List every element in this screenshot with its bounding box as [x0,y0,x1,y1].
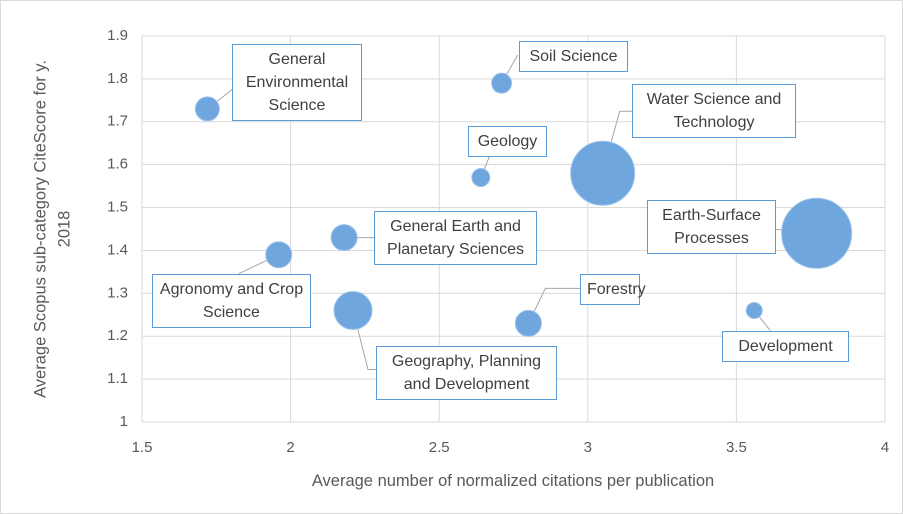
x-tick-label: 2.5 [429,439,450,456]
data-label: General Environmental Science [232,44,362,121]
data-label: Development [722,331,849,362]
data-label: Geography, Planning and Development [376,346,557,400]
x-tick-label: 3 [584,439,592,456]
bubble [491,72,513,94]
bubble [194,96,220,122]
data-label: Water Science and Technology [632,84,796,138]
bubble [265,241,293,269]
bubble [781,197,853,269]
bubble [330,224,358,252]
y-tick-label: 1.3 [107,284,128,301]
y-tick-label: 1.7 [107,113,128,130]
data-label: Soil Science [519,41,628,72]
leader-line [352,310,378,370]
x-tick-label: 4 [881,439,889,456]
data-label: Agronomy and Crop Science [152,274,311,328]
y-tick-label: 1.5 [107,199,128,216]
y-tick-label: 1 [120,413,128,430]
y-tick-label: 1.6 [107,156,128,173]
bubble [514,309,542,337]
y-axis-label: Average Scopus sub-category CiteScore fo… [31,60,74,398]
bubble [333,290,373,330]
bubble [745,301,763,319]
data-label: Forestry [580,274,646,305]
x-tick-label: 2 [286,439,294,456]
x-axis-label: Average number of normalized citations p… [311,472,715,490]
x-tick-label: 1.5 [132,439,153,456]
data-label: Earth-Surface Processes [647,200,776,254]
x-tick-label: 3.5 [726,439,747,456]
y-tick-label: 1.1 [107,370,128,387]
y-tick-label: 1.9 [107,27,128,44]
y-tick-label: 1.4 [107,241,128,258]
bubble [471,168,491,188]
data-label: Geology [468,126,547,157]
bubble [570,140,636,206]
y-tick-label: 1.8 [107,70,128,87]
y-tick-label: 1.2 [107,327,128,344]
data-label: General Earth and Planetary Sciences [374,211,537,265]
